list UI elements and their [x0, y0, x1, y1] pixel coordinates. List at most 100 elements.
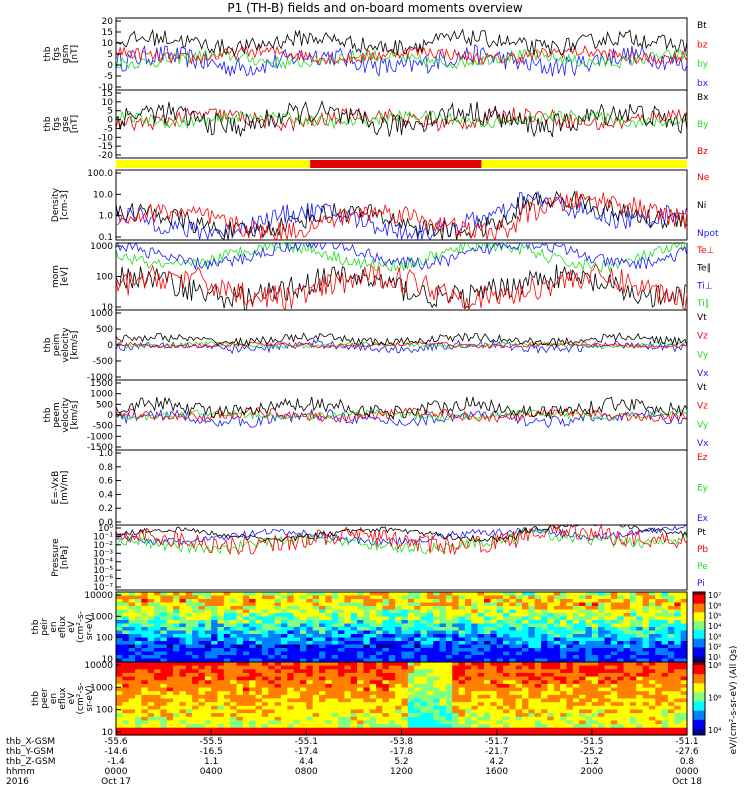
peir_spectrogram-cell	[426, 627, 434, 632]
peer_spectrogram-cell	[661, 662, 669, 667]
peir_spectrogram-cell	[299, 634, 307, 639]
peer_spectrogram-colorbar-cell	[693, 662, 705, 666]
peir_spectrogram-colorbar-cell	[693, 624, 705, 628]
peer_spectrogram-cell	[382, 665, 390, 670]
peer_spectrogram-cell	[471, 669, 479, 674]
peir_spectrogram-cell	[198, 658, 206, 663]
e_field-legend-2: Ex	[697, 514, 709, 524]
peir_spectrogram-colorbar-cell	[693, 621, 705, 625]
peer_spectrogram-cell	[579, 716, 587, 721]
peir_spectrogram-cell	[623, 644, 631, 649]
peir_spectrogram-cell	[255, 634, 263, 639]
peer_spectrogram-cell	[350, 683, 358, 689]
peer_spectrogram-cell	[560, 687, 568, 692]
peer_spectrogram-cell	[274, 672, 282, 678]
peer_spectrogram-cell	[483, 665, 491, 670]
peer_spectrogram-cell	[135, 705, 142, 711]
peir_spectrogram-cell	[522, 599, 529, 604]
peer_spectrogram-cell	[198, 727, 206, 732]
peir_spectrogram-cell	[579, 627, 587, 632]
peir_spectrogram-cell	[312, 623, 320, 628]
peer_spectrogram-cell	[116, 694, 123, 700]
peer_spectrogram-cell	[255, 724, 263, 729]
fgs_gsm_bz-ylabel: [nT]	[70, 45, 80, 63]
peer_spectrogram-cell	[617, 705, 625, 711]
peer_spectrogram-cell	[369, 724, 377, 729]
peir_spectrogram-cell	[274, 595, 282, 600]
peir_spectrogram-cell	[509, 595, 517, 600]
peir_spectrogram-cell	[350, 606, 358, 611]
peer_spectrogram-cell	[667, 669, 675, 674]
peir_spectrogram-cell	[579, 630, 587, 635]
peir_spectrogram-cell	[452, 630, 460, 635]
x-tick-label: -55.1	[295, 737, 318, 747]
peir_spectrogram-cell	[566, 602, 574, 607]
peir_spectrogram-cell	[338, 627, 345, 632]
peer_spectrogram-cell	[388, 724, 396, 729]
peer_spectrogram-cell	[680, 698, 688, 703]
peir_spectrogram-cell	[388, 620, 396, 625]
peir_spectrogram-cell	[274, 630, 282, 635]
peir_spectrogram-ylabel: peir	[40, 618, 50, 636]
peir_spectrogram-cell	[534, 637, 542, 642]
peer_spectrogram-cell	[414, 716, 422, 721]
peir_spectrogram-cell	[420, 655, 428, 660]
peir_spectrogram-cell	[553, 637, 561, 642]
peer_spectrogram-cell	[401, 698, 409, 703]
peer_spectrogram-cell	[426, 680, 434, 685]
peer_spectrogram-cell	[503, 709, 510, 714]
peir_spectrogram-cell	[255, 623, 263, 628]
peer_spectrogram-cell	[572, 662, 580, 667]
peir_spectrogram-cell	[223, 602, 231, 607]
peer_spectrogram-cell	[655, 705, 663, 711]
peir_spectrogram-cell	[325, 641, 333, 646]
peer_spectrogram-cell	[154, 676, 162, 681]
peer_spectrogram-cell	[674, 672, 682, 678]
peer_spectrogram-cell	[560, 669, 568, 674]
peir_spectrogram-cell	[439, 634, 447, 639]
peer_spectrogram-cell	[166, 724, 174, 729]
peir_spectrogram-cell	[179, 620, 187, 625]
peir_spectrogram-cell	[122, 648, 130, 653]
x-tick-label: 1.2	[585, 757, 599, 767]
peem_velocity-ytick-label: 1000	[90, 390, 113, 400]
peer_spectrogram-cell	[604, 662, 612, 667]
peer_spectrogram-cell	[515, 731, 523, 736]
peer_spectrogram-cell	[648, 669, 656, 674]
peer_spectrogram-cell	[135, 680, 142, 685]
peir_spectrogram-cell	[655, 620, 663, 625]
peir_spectrogram-cell	[648, 620, 656, 625]
peer_spectrogram-cell	[566, 709, 574, 714]
peir_spectrogram-cell	[534, 609, 542, 614]
peer_spectrogram-cell	[287, 727, 295, 732]
peer_spectrogram-cell	[325, 713, 333, 718]
x-tick-label: -51.1	[675, 737, 698, 747]
peer_spectrogram-cell	[395, 702, 403, 707]
peer_spectrogram-cell	[579, 705, 587, 711]
peer_spectrogram-cell	[382, 702, 390, 707]
peer_spectrogram-cell	[553, 665, 561, 670]
peer_spectrogram-cell	[135, 687, 142, 692]
peir_spectrogram-cell	[179, 630, 187, 635]
peer_spectrogram-cell	[458, 662, 466, 667]
peer_spectrogram-cell	[255, 727, 263, 732]
peir_spectrogram-cell	[572, 651, 580, 656]
peir_spectrogram-cell	[122, 595, 130, 600]
peer_spectrogram-cell	[534, 694, 542, 700]
fgs_gsm_bz-legend-0: Bt	[697, 21, 707, 31]
peer_spectrogram-cell	[674, 727, 682, 732]
peer_spectrogram-cell	[674, 716, 682, 721]
peer_spectrogram-cell	[585, 713, 593, 718]
peer_spectrogram-cell	[598, 669, 606, 674]
peer_spectrogram-cell	[661, 665, 669, 670]
peer_spectrogram-cell	[122, 687, 130, 692]
peir_spectrogram-cell	[236, 616, 244, 621]
peir_spectrogram-cell	[667, 630, 675, 635]
peir_spectrogram-cell	[420, 599, 428, 604]
peir_spectrogram-cell	[661, 595, 669, 600]
peir_spectrogram-cell	[541, 595, 549, 600]
peir_spectrogram-cell	[198, 630, 206, 635]
peer_spectrogram-cell	[128, 716, 136, 721]
peir_spectrogram-cell	[141, 623, 149, 628]
peer_spectrogram-cell	[426, 665, 434, 670]
